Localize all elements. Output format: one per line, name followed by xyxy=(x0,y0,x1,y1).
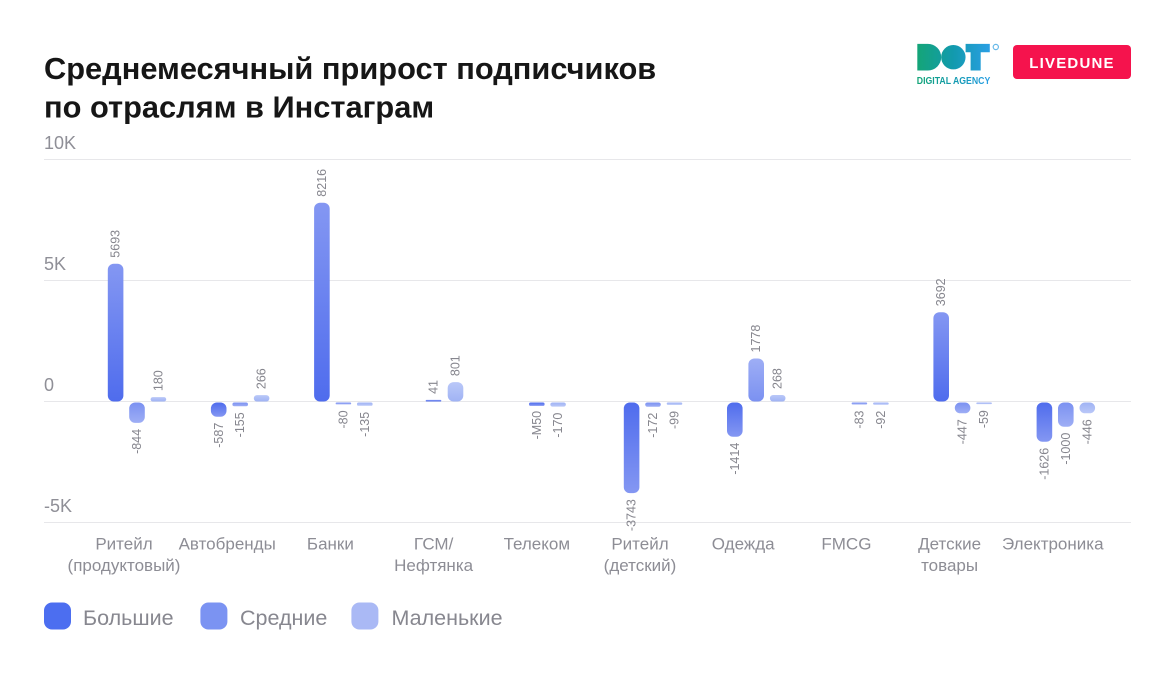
svg-text:5K: 5K xyxy=(44,254,66,274)
svg-text:180: 180 xyxy=(151,370,165,391)
svg-text:-1000: -1000 xyxy=(1059,433,1073,465)
svg-text:1778: 1778 xyxy=(749,325,763,353)
svg-text:-446: -446 xyxy=(1080,419,1094,444)
svg-text:Большие: Большие xyxy=(83,606,174,630)
svg-text:Детские: Детские xyxy=(918,535,981,554)
svg-text:Автобренды: Автобренды xyxy=(179,535,276,554)
svg-text:0: 0 xyxy=(44,375,54,395)
svg-text:-155: -155 xyxy=(233,412,247,437)
svg-text:Нефтянка: Нефтянка xyxy=(394,556,474,575)
svg-text:8216: 8216 xyxy=(315,169,329,197)
svg-text:Электроника: Электроника xyxy=(1002,535,1104,554)
svg-text:Среднемесячный прирост подписч: Среднемесячный прирост подписчиков xyxy=(44,51,656,86)
svg-text:Телеком: Телеком xyxy=(504,535,570,554)
svg-text:-59: -59 xyxy=(977,410,991,428)
svg-text:(продуктовый): (продуктовый) xyxy=(68,556,181,575)
svg-text:Ритейл: Ритейл xyxy=(611,535,668,554)
svg-text:Одежда: Одежда xyxy=(712,535,775,554)
svg-text:801: 801 xyxy=(449,355,463,376)
svg-text:268: 268 xyxy=(771,368,785,389)
svg-text:-3743: -3743 xyxy=(625,499,639,531)
svg-text:Банки: Банки xyxy=(307,535,354,554)
svg-text:FMCG: FMCG xyxy=(821,535,871,554)
svg-text:-1414: -1414 xyxy=(728,443,742,475)
svg-text:10K: 10K xyxy=(44,133,76,153)
svg-text:-М50: -М50 xyxy=(530,411,544,440)
svg-text:Ритейл: Ритейл xyxy=(95,535,152,554)
svg-text:(детский): (детский) xyxy=(604,556,677,575)
svg-text:-80: -80 xyxy=(336,410,350,428)
svg-text:-135: -135 xyxy=(358,412,372,437)
svg-text:5693: 5693 xyxy=(109,230,123,258)
svg-text:266: 266 xyxy=(255,368,269,389)
svg-text:-447: -447 xyxy=(956,419,970,444)
svg-text:41: 41 xyxy=(427,380,441,394)
svg-text:ГСМ/: ГСМ/ xyxy=(414,535,454,554)
svg-text:-170: -170 xyxy=(551,413,565,438)
svg-text:-83: -83 xyxy=(852,410,866,428)
svg-text:3692: 3692 xyxy=(934,278,948,306)
svg-text:-1626: -1626 xyxy=(1037,448,1051,480)
svg-text:-5K: -5K xyxy=(44,496,72,516)
svg-text:Средние: Средние xyxy=(240,606,327,630)
svg-text:-172: -172 xyxy=(646,413,660,438)
svg-text:-844: -844 xyxy=(130,429,144,454)
svg-text:по отраслям в Инстаграм: по отраслям в Инстаграм xyxy=(44,90,434,125)
svg-text:товары: товары xyxy=(921,556,978,575)
svg-text:-92: -92 xyxy=(874,411,888,429)
svg-text:LIVEDUNE: LIVEDUNE xyxy=(1029,55,1114,72)
svg-text:-587: -587 xyxy=(212,423,226,448)
svg-text:Маленькие: Маленькие xyxy=(392,606,503,630)
svg-text:DIGITAL AGENCY: DIGITAL AGENCY xyxy=(917,75,991,87)
svg-text:-99: -99 xyxy=(668,411,682,429)
